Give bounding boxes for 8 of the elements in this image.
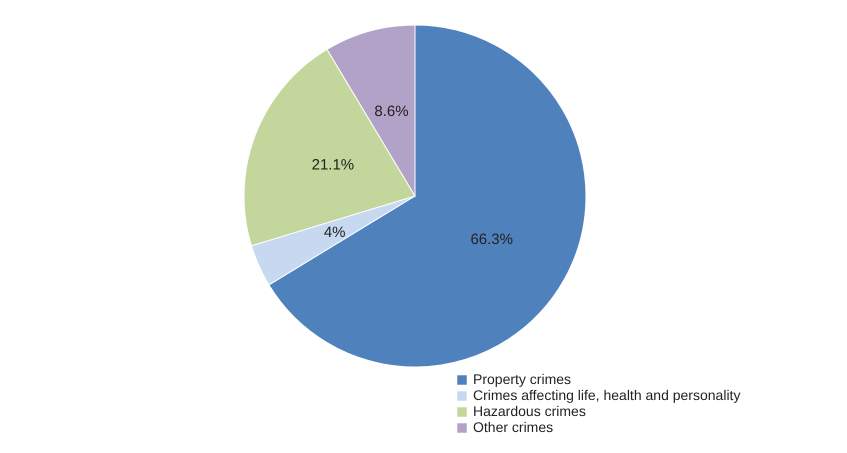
data-label: 66.3% — [470, 231, 513, 248]
legend-label: Hazardous crimes — [473, 403, 586, 419]
data-label: 8.6% — [374, 103, 409, 120]
data-label: 4% — [324, 224, 346, 241]
legend-label: Crimes affecting life, health and personality — [473, 387, 740, 403]
data-label: 21.1% — [312, 156, 354, 174]
legend-label: Property crimes — [473, 371, 572, 387]
legend-label: Other crimes — [473, 419, 554, 435]
